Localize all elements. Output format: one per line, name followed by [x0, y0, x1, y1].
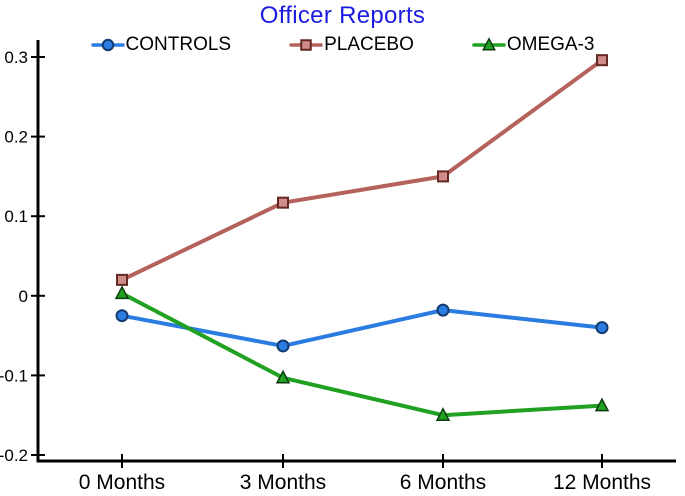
y-tick-label: 0.3 — [4, 48, 28, 67]
legend-label-placebo: PLACEBO — [324, 34, 414, 55]
y-tick-label: 0.1 — [4, 207, 28, 226]
data-point-placebo — [596, 54, 608, 67]
chart-title: Officer Reports — [259, 2, 426, 29]
x-tick-label: 0 Months — [79, 471, 165, 494]
data-point-placebo — [116, 273, 128, 286]
legend-marker-omega-3 — [481, 37, 496, 51]
legend-key-controls-icon — [90, 38, 125, 52]
series-line-omega-3 — [120, 291, 604, 418]
legend-marker-placebo — [300, 39, 312, 51]
data-point-omega-3 — [114, 285, 130, 300]
legend-item-controls: CONTROLS — [90, 34, 232, 56]
legend-item-omega-3: OMEGA-3 — [472, 34, 595, 56]
data-point-controls — [436, 303, 450, 317]
legend: CONTROLS PLACEBO OMEGA-3 — [0, 34, 685, 56]
x-tick-label: 6 Months — [400, 471, 486, 494]
y-tick-label: 0 — [19, 287, 28, 306]
data-point-placebo — [437, 170, 449, 183]
y-tick-label: 0.2 — [4, 128, 28, 147]
data-point-controls — [595, 321, 609, 335]
legend-marker-controls — [101, 38, 114, 52]
x-tick-label: 3 Months — [240, 471, 326, 494]
data-point-placebo — [277, 196, 289, 209]
data-point-controls — [276, 339, 290, 353]
series-line-placebo — [120, 58, 604, 282]
data-point-omega-3 — [275, 369, 291, 384]
data-point-controls — [115, 309, 129, 323]
legend-item-placebo: PLACEBO — [289, 34, 414, 56]
legend-label-controls: CONTROLS — [125, 34, 232, 55]
legend-key-placebo-icon — [289, 39, 323, 51]
data-point-omega-3 — [594, 397, 610, 412]
x-tick-label: 12 Months — [553, 471, 651, 494]
y-tick-label: -0.2 — [0, 446, 28, 465]
y-tick-label: -0.1 — [0, 366, 28, 385]
legend-key-omega-3-icon — [472, 37, 506, 51]
legend-label-omega-3: OMEGA-3 — [506, 34, 595, 55]
data-point-omega-3 — [435, 407, 451, 421]
series-line-controls — [120, 308, 604, 348]
